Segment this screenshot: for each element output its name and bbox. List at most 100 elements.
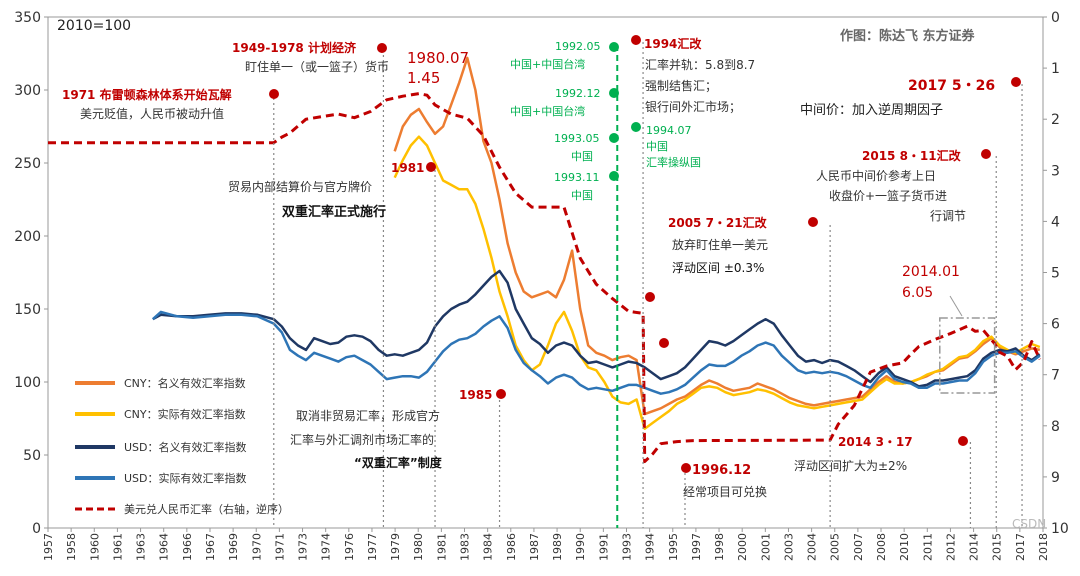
y-left-tick-label: 150 — [14, 302, 41, 318]
x-tick-label: 1961 — [111, 533, 124, 561]
x-tick-label: 1987 — [528, 533, 541, 561]
y-right-tick-label: 0 — [1051, 10, 1060, 26]
annotation-2014-03-title: 2014 3・17 — [838, 435, 913, 449]
y-left-tick-label: 350 — [14, 10, 41, 26]
y-left-tick-label: 200 — [14, 229, 41, 245]
x-tick-label: 2018 — [1037, 533, 1050, 561]
annotation-2014-03-line: 浮动区间扩大为±2% — [794, 459, 907, 473]
x-tick-label: 1958 — [65, 533, 78, 561]
annotation-1985-title: 1985 — [459, 388, 492, 402]
legend: CNY：名义有效汇率指数 CNY：实际有效汇率指数 USD：名义有效汇率指数 U… — [75, 376, 289, 516]
series-line-cny_reer — [393, 135, 1041, 430]
x-tick-label: 1974 — [320, 533, 333, 561]
x-tick-label: 1993 — [620, 533, 633, 561]
annotation-1994-line-3: 银行间外汇市场； — [645, 99, 741, 114]
x-tick-label: 1980 — [412, 533, 425, 561]
x-tick-label: 1964 — [158, 533, 171, 561]
annotation-1996-line: 经常项目可兑换 — [683, 485, 767, 499]
annotation-1985-line-3: “双重汇率”制度 — [354, 455, 443, 470]
annotation-marker-dot — [377, 43, 387, 53]
y-left-tick-label: 0 — [32, 521, 41, 537]
x-tick-label: 1960 — [88, 533, 101, 561]
x-tick-label: 1994 — [644, 533, 657, 561]
annotation-1981-line-1: 贸易内部结算价与官方牌价 — [228, 179, 372, 194]
annotation-2017-line: 中间价：加入逆周期因子 — [800, 102, 943, 118]
annotation-1971-line: 美元贬值，人民币被动升值 — [80, 106, 224, 121]
annotation-marker-dot — [426, 162, 436, 172]
annotation-1994-07-line-1: 中国 — [646, 140, 668, 153]
y-right-tick-label: 1 — [1051, 61, 1060, 77]
watermark: CSDN — [1012, 517, 1046, 531]
annotation-2005-title: 2005 7・21汇改 — [668, 215, 768, 230]
x-tick-label: 2000 — [736, 533, 749, 561]
legend-label-usdcny: 美元兑人民币汇率（右轴，逆序） — [124, 502, 289, 516]
x-tick-label: 1986 — [505, 533, 518, 561]
annotation-2015-title: 2015 8・11汇改 — [862, 148, 962, 163]
annotation-1994-07-line-2: 汇率操纵国 — [646, 155, 701, 169]
annotation-marker-dot — [609, 171, 619, 181]
x-tick-label: 1990 — [574, 533, 587, 561]
x-tick-label: 2015 — [991, 533, 1004, 561]
legend-label-cny-neer: CNY：名义有效汇率指数 — [124, 376, 246, 390]
base-label: 2010=100 — [57, 18, 131, 34]
y-left-tick-label: 100 — [14, 375, 41, 391]
y-right-tick-label: 9 — [1051, 470, 1060, 486]
y-right-tick-label: 2 — [1051, 112, 1060, 128]
annotation-1993-05-title: 1993.05 — [554, 132, 600, 145]
y-right-tick-label: 5 — [1051, 266, 1060, 282]
x-tick-label: 1970 — [250, 533, 263, 561]
annotation-1992-05-title: 1992.05 — [555, 40, 601, 53]
y-right-tick-label: 7 — [1051, 368, 1060, 384]
annotation-marker-dot — [609, 88, 619, 98]
annotation-marker-dot — [631, 122, 641, 132]
annotation-2015-line-1: 人民币中间价参考上日 — [816, 168, 936, 183]
annotation-1981-title: 1981 — [391, 161, 424, 175]
series-line-usdcny — [48, 92, 1042, 464]
annotation-2015-line-2: 收盘价+一篮子货币进 — [829, 188, 947, 203]
annotation-marker-dot — [1011, 77, 1021, 87]
annotation-1992-05-line: 中国+中国台湾 — [510, 57, 585, 71]
highlight-box-leader — [949, 295, 963, 317]
x-tick-label: 2010 — [898, 533, 911, 561]
x-tick-label: 1979 — [389, 533, 402, 561]
x-tick-label: 1991 — [597, 533, 610, 561]
annotation-peak-1980-title: 1980.07 — [407, 49, 469, 67]
annotation-marker-dot — [645, 292, 655, 302]
annotation-1949-title: 1949-1978 计划经济 — [232, 40, 357, 55]
y-right-tick-label: 6 — [1051, 317, 1060, 333]
series-line-usd_neer — [152, 269, 1041, 388]
x-tick-label: 1983 — [459, 533, 472, 561]
annotation-1985-line-1: 取消非贸易汇率，形成官方 — [296, 408, 440, 423]
annotation-marker-dot — [981, 149, 991, 159]
y-right-tick-label: 3 — [1051, 163, 1060, 179]
annotation-1994-line-2: 强制结售汇； — [645, 78, 717, 93]
annotation-marker-dot — [496, 389, 506, 399]
annotation-2015-line-3: 行调节 — [930, 209, 966, 223]
annotation-marker-dot — [808, 217, 818, 227]
annotation-2005-line-1: 放弃盯住单一美元 — [672, 237, 768, 252]
annotation-1971-title: 1971 布雷顿森林体系开始瓦解 — [62, 87, 232, 102]
x-tick-label: 2003 — [782, 533, 795, 561]
x-tick-label: 1967 — [204, 533, 217, 561]
annotation-1993-05-line: 中国 — [571, 150, 593, 163]
overlay-layer — [269, 35, 1023, 528]
x-tick-label: 1984 — [482, 533, 495, 561]
series-line-usd_reer — [151, 310, 1041, 395]
x-tick-label: 1981 — [435, 533, 448, 561]
x-tick-label: 2017 — [1014, 533, 1027, 561]
annotation-2014-01-value: 6.05 — [902, 285, 933, 301]
annotation-1993-11-title: 1993.11 — [554, 171, 600, 184]
y-right-tick-label: 4 — [1051, 214, 1060, 230]
x-tick-label: 1989 — [551, 533, 564, 561]
annotation-2014-01-title: 2014.01 — [902, 264, 960, 280]
x-tick-label: 1998 — [713, 533, 726, 561]
annotation-1992-12-title: 1992.12 — [555, 87, 601, 100]
x-tick-label: 2001 — [759, 533, 772, 561]
annotation-1981-line-2: 双重汇率正式施行 — [282, 204, 386, 220]
annotation-1949-line: 盯住单一（或一篮子）货币 — [245, 59, 389, 74]
x-tick-label: 2007 — [852, 533, 865, 561]
x-tick-label: 1969 — [227, 533, 240, 561]
annotation-2005-line-2: 浮动区间 ±0.3% — [672, 261, 764, 275]
x-tick-label: 1977 — [366, 533, 379, 561]
